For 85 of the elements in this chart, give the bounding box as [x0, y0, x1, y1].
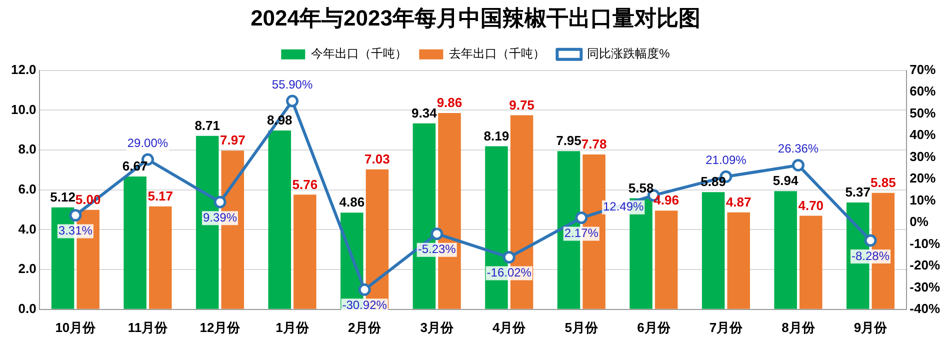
x-tick-label: 8月份 — [782, 320, 816, 335]
legend-label: 今年出口（千吨） — [311, 46, 408, 61]
data-label: 4.70 — [798, 198, 824, 213]
y2-tick-label: 40% — [910, 127, 936, 142]
y2-tick-label: 0% — [910, 214, 929, 230]
data-label: 9.86 — [436, 95, 462, 110]
x-tick-label: 11月份 — [128, 320, 169, 335]
data-label: 4.87 — [726, 194, 752, 210]
y2-tick-label: -20% — [910, 258, 940, 273]
data-label: -16.02% — [486, 266, 532, 280]
bar — [294, 194, 316, 309]
data-label: 12.49% — [602, 200, 644, 214]
data-label: 9.39% — [202, 210, 238, 224]
data-label: -8.28% — [851, 248, 890, 263]
point — [502, 251, 516, 264]
x-tick-label: 10月份 — [55, 320, 97, 335]
data-label: 26.36% — [778, 142, 819, 156]
point — [575, 212, 588, 224]
y-tick-label: 12.0 — [10, 62, 36, 77]
x-tick-label: 12月份 — [200, 320, 242, 335]
x-tick-label: 7月份 — [709, 320, 744, 335]
y2-tick-label: -30% — [910, 279, 940, 294]
legend-label: 同比涨跌幅度% — [587, 46, 670, 61]
y2-tick-label: 70% — [910, 62, 936, 77]
bar — [268, 130, 292, 309]
point — [430, 228, 444, 240]
data-label: 5.85 — [870, 174, 896, 190]
point — [864, 234, 877, 247]
bar — [774, 191, 797, 309]
data-label: 4.86 — [339, 194, 365, 210]
x-tick-label: 4月份 — [492, 320, 527, 335]
chart-title: 2024年与2023年每月中国辣椒干出口量对比图 — [250, 5, 700, 30]
bar — [124, 176, 146, 309]
x-tick-label: 2月份 — [348, 320, 382, 335]
legend-label: 去年出口（千吨） — [449, 46, 546, 61]
data-label: 2.17% — [564, 226, 599, 240]
y2-tick-label: 50% — [910, 105, 936, 120]
bar — [800, 216, 822, 309]
data-label: 7.95 — [556, 133, 582, 148]
x-tick-label: 5月份 — [564, 320, 600, 335]
y2-tick-label: -40% — [910, 300, 940, 316]
y-tick-label: 10.0 — [10, 102, 36, 117]
bar — [702, 192, 725, 309]
point — [792, 158, 804, 172]
data-label: 5.58 — [628, 180, 654, 196]
x-tick-label: 3月份 — [420, 320, 454, 335]
y-tick-label: 8.0 — [18, 142, 36, 157]
point — [214, 196, 226, 208]
point — [358, 283, 371, 296]
data-label: 8.71 — [194, 118, 220, 134]
y2-tick-label: 30% — [910, 148, 936, 164]
data-label: 55.90% — [272, 77, 313, 92]
bar — [727, 212, 750, 309]
data-label: 9.34 — [412, 105, 438, 120]
data-label: -5.23% — [418, 242, 456, 256]
y2-tick-label: 60% — [910, 84, 936, 99]
point — [69, 209, 82, 222]
data-label: 5.12 — [50, 190, 76, 205]
bar — [654, 210, 678, 309]
data-label: 4.96 — [654, 192, 679, 208]
data-label: -30.92% — [342, 298, 388, 312]
y-tick-label: 4.0 — [18, 221, 36, 236]
data-label: 5.17 — [148, 188, 174, 204]
data-label: 8.19 — [484, 128, 510, 144]
data-label: 9.75 — [509, 97, 534, 112]
x-tick-label: 1月份 — [276, 320, 310, 335]
bar — [148, 206, 172, 309]
data-label: 7.78 — [581, 136, 607, 152]
point — [286, 94, 299, 108]
y-tick-label: 2.0 — [18, 261, 36, 276]
data-label: 5.76 — [292, 176, 318, 192]
y-tick-label: 6.0 — [18, 181, 36, 196]
data-label: 7.97 — [220, 132, 246, 148]
data-label: 29.00% — [127, 136, 168, 150]
data-label: 21.09% — [706, 152, 747, 167]
x-tick-label: 9月份 — [854, 320, 888, 335]
data-label: 7.03 — [364, 151, 390, 166]
y2-tick-label: 20% — [910, 170, 936, 186]
y-tick-label: 0.0 — [18, 300, 36, 316]
y2-tick-label: -10% — [910, 236, 940, 251]
x-tick-label: 6月份 — [637, 320, 672, 335]
data-label: 5.37 — [845, 184, 871, 200]
data-label: 3.31% — [58, 224, 93, 238]
y2-tick-label: 10% — [910, 192, 936, 208]
data-label: 5.94 — [772, 173, 799, 188]
